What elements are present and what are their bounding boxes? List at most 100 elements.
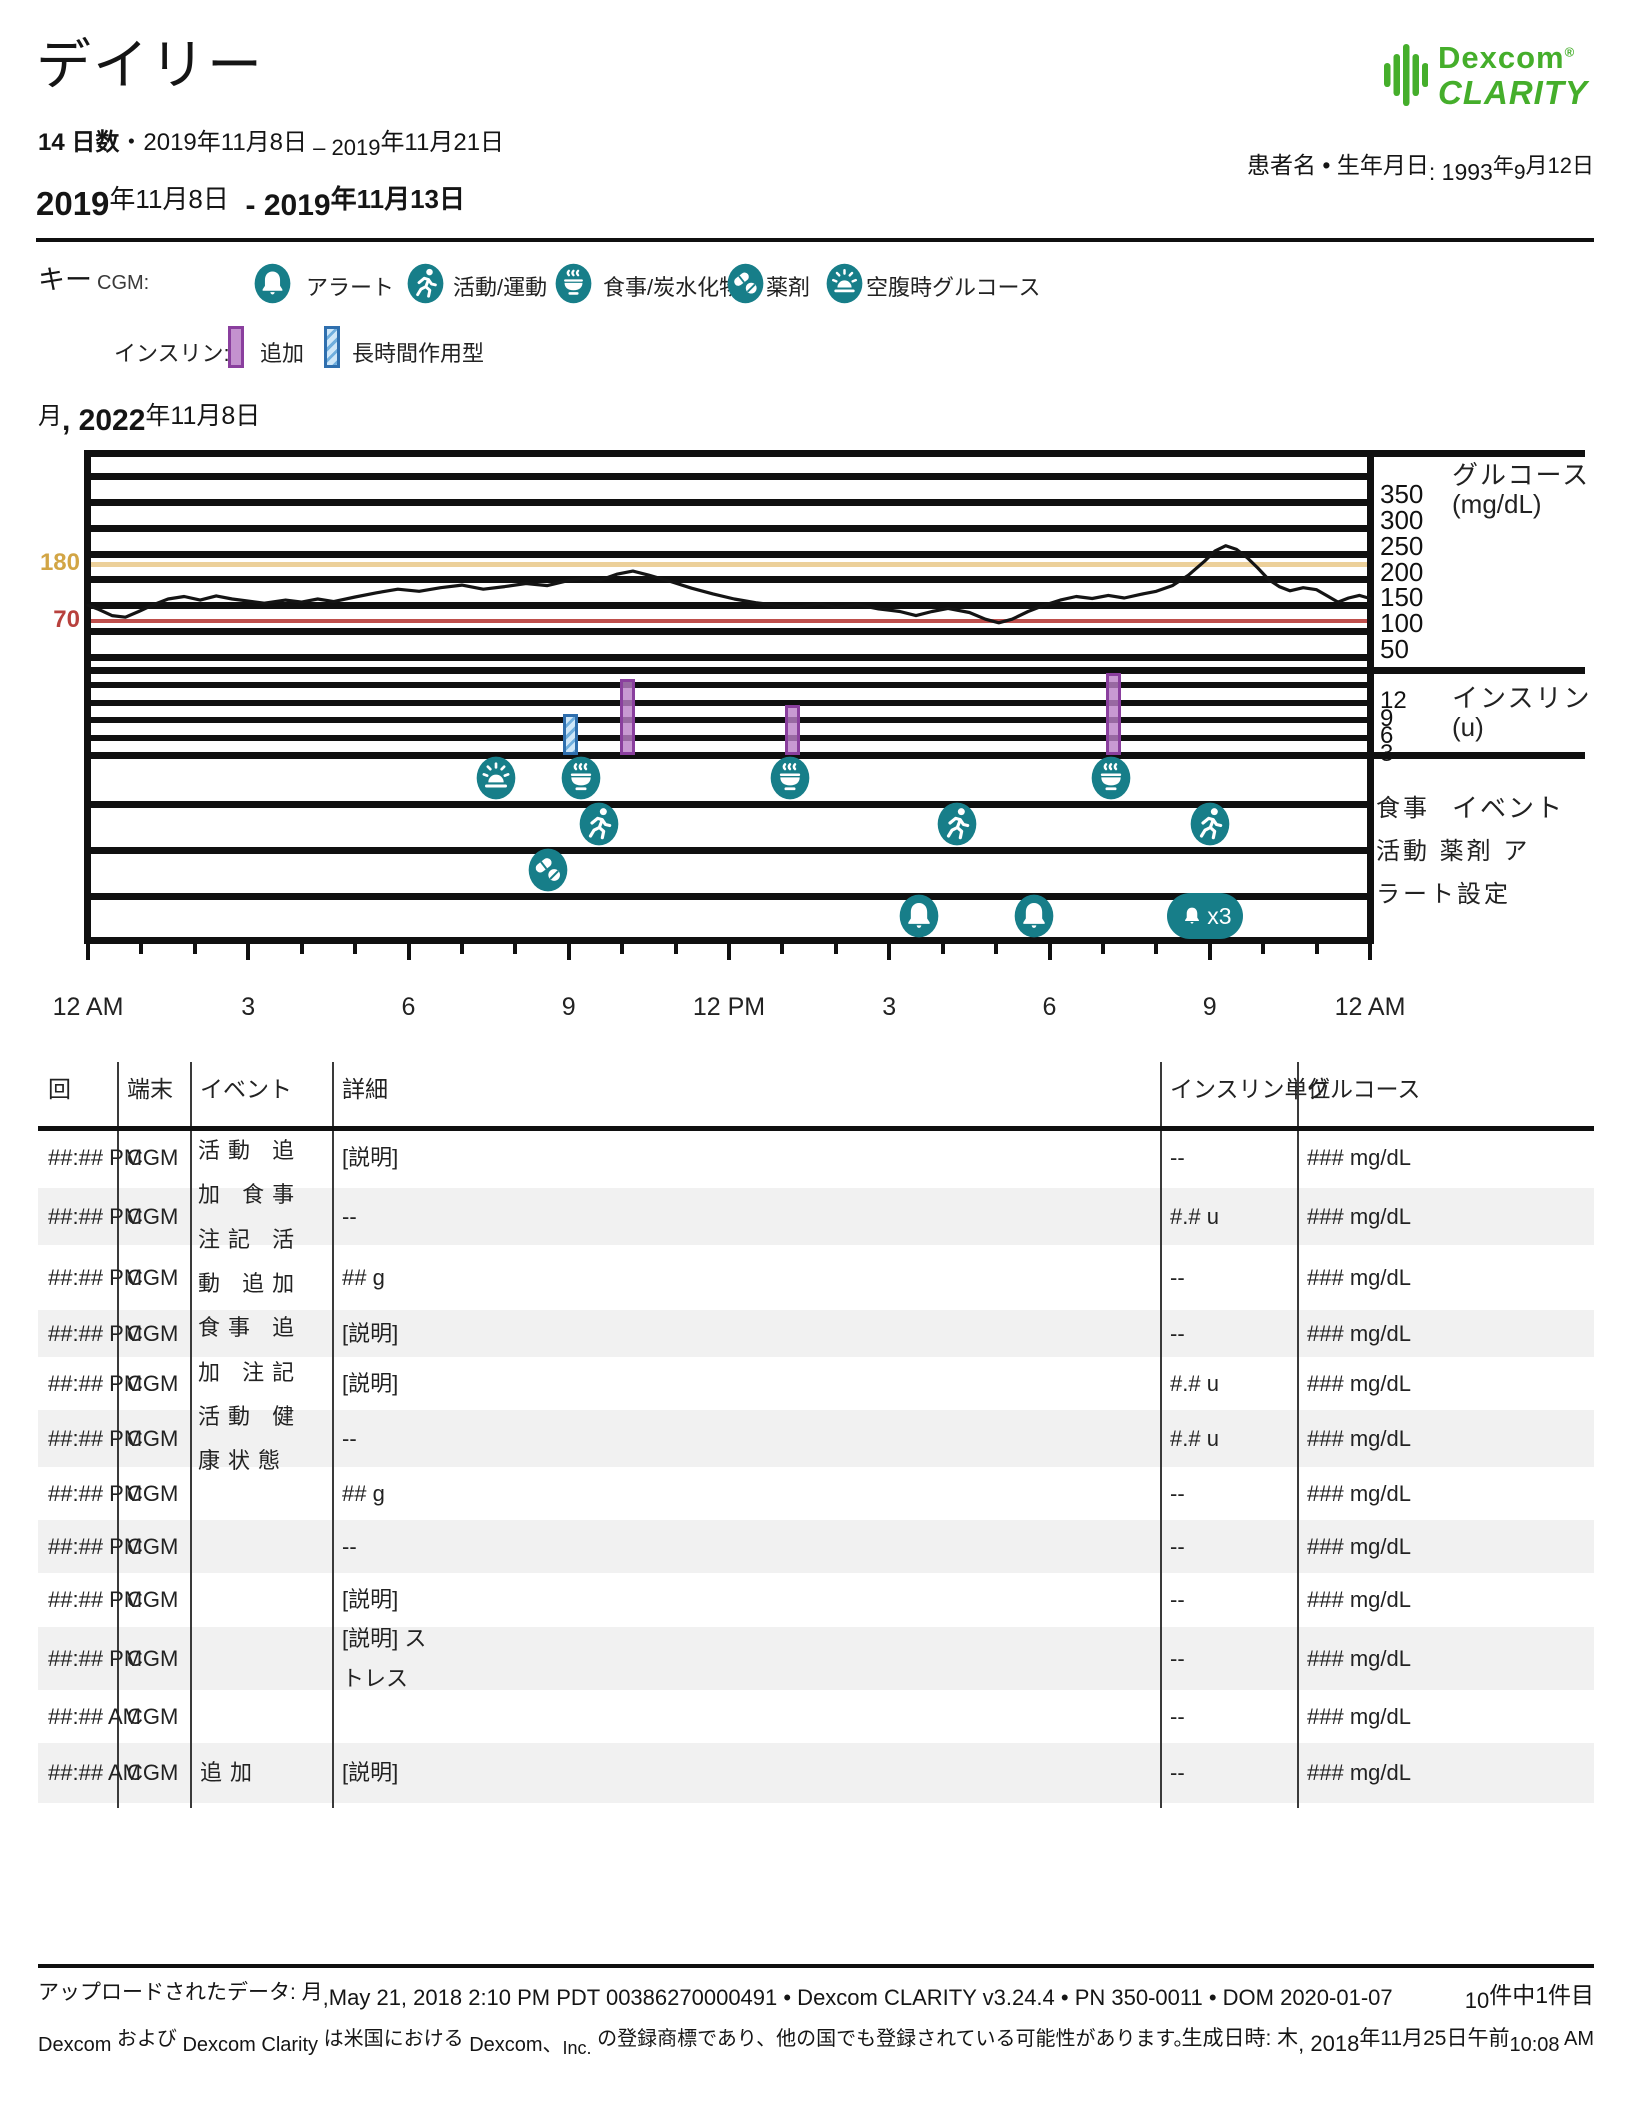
table-column-separator (117, 1062, 119, 1808)
sunrise-icon (476, 755, 516, 801)
table-cell-device: CGM (127, 1760, 179, 1785)
meal-icon (561, 755, 601, 801)
chart-right-border (1367, 450, 1374, 944)
x-axis-label: 12 AM (52, 993, 124, 1021)
table-cell-insulin: -- (1170, 1703, 1185, 1729)
table-cell-glucose: ### mg/dL (1307, 1760, 1411, 1785)
table-cell-device: CGM (127, 1203, 179, 1229)
tm-clarity: Dexcom Clarity (182, 2034, 319, 2056)
table-event-overflow-line: 食事 追 (198, 1315, 303, 1341)
glucose-axis-tick-label: 150 (1380, 582, 1424, 613)
table-header-cell: イベント (200, 1076, 292, 1102)
x-axis-label: 12 PM (692, 993, 766, 1021)
x-axis-label: 9 (1202, 993, 1217, 1021)
table-cell-time: ##:## PM (48, 1145, 143, 1170)
table-cell-detail: [説明] (342, 1760, 399, 1785)
report-meta-line: 14 日数・2019年11月8日 – 2019年11月21日 (38, 122, 504, 160)
table-cell-insulin: -- (1170, 1760, 1185, 1785)
table-cell-detail: -- (342, 1533, 357, 1559)
table-cell-insulin: #.# u (1170, 1425, 1219, 1451)
insulin-axis-title: インスリン (1452, 683, 1592, 713)
tm-inc: Inc. (562, 2038, 592, 2058)
x-axis-tick (994, 944, 999, 954)
event-row-label: 食事 (1376, 795, 1430, 822)
pills-icon (528, 847, 568, 893)
x-axis-tick (566, 944, 571, 960)
glucose-gridline (88, 472, 1374, 480)
page-title: デイリー (36, 34, 265, 96)
table-cell-time: ##:## PM (48, 1425, 143, 1451)
footer-divider (38, 1964, 1594, 1968)
table-cell-glucose: ### mg/dL (1307, 1533, 1411, 1559)
x-axis-tick (833, 944, 838, 954)
logo-product: CLARITY (1438, 74, 1588, 111)
table-cell-device: CGM (127, 1425, 179, 1451)
table-column-separator (1160, 1062, 1162, 1808)
meta-dash: – 2019 (307, 135, 381, 160)
x-axis-tick (780, 944, 785, 954)
range-year-1: 2019 (36, 185, 110, 222)
table-cell-device: CGM (127, 1703, 179, 1729)
meta-days: 14 日数 (38, 129, 120, 156)
table-cell-device: CGM (127, 1264, 179, 1290)
table-cell-detail: -- (342, 1425, 357, 1451)
day-year: , 2022 (62, 404, 146, 437)
footer-upload-line: アップロードされたデータ: 月,May 21, 2018 2:10 PM PDT… (38, 1976, 1393, 2010)
logo-brand: Dexcom® (1438, 40, 1576, 75)
key-item-alert-label: アラート (306, 275, 395, 300)
runner-icon (937, 801, 977, 847)
meal-icon (555, 262, 592, 305)
meta-start-date: ・2019年11月8日 (119, 129, 308, 156)
insulin-section-top-border (88, 667, 1585, 674)
page-count-total: 10 (1464, 1988, 1490, 2013)
table-event-overflow-line: 加 注記 (198, 1359, 303, 1385)
insulin-gridline (88, 682, 1374, 688)
range-date-1: 年11月8日 (109, 184, 229, 214)
table-cell-device: CGM (127, 1145, 179, 1170)
table-cell-insulin: #.# u (1170, 1203, 1219, 1229)
bell-icon (899, 893, 939, 939)
patient-dob-day: 月12日 (1525, 153, 1594, 178)
footer-upload-label: アップロードされたデータ: 月 (38, 1981, 323, 2004)
table-cell-glucose: ### mg/dL (1307, 1645, 1411, 1671)
event-row-separator (88, 801, 1374, 808)
glucose-bottom-border (88, 654, 1374, 661)
meal-icon (1091, 755, 1131, 801)
insulin-axis-tick-label: 9 (1380, 704, 1394, 732)
table-header-rule (38, 1126, 1594, 1131)
table-cell-time: ##:## PM (48, 1370, 143, 1396)
table-cell-glucose: ### mg/dL (1307, 1203, 1411, 1229)
table-cell-insulin: -- (1170, 1480, 1185, 1506)
table-cell-glucose: ### mg/dL (1307, 1703, 1411, 1729)
table-cell-glucose: ### mg/dL (1307, 1145, 1411, 1170)
chart-left-border (84, 450, 91, 944)
table-row-stripe (38, 1188, 1594, 1245)
logo-registered-mark: ® (1564, 44, 1576, 60)
table-cell-time: ##:## AM (48, 1760, 141, 1785)
x-axis-line (88, 937, 1374, 944)
glucose-axis-tick-label: 300 (1380, 504, 1424, 535)
insulin-gridline (88, 717, 1374, 723)
table-row-stripe (38, 1310, 1594, 1357)
x-axis-label: 3 (241, 993, 256, 1021)
glucose-gridline (88, 550, 1374, 558)
table-header-cell: インスリン単位 (1170, 1076, 1331, 1102)
x-axis-tick (86, 944, 90, 960)
x-axis-tick (940, 944, 945, 954)
bell-icon (254, 262, 291, 305)
table-event-overflow-line: 活動 健 (198, 1403, 303, 1429)
x-axis-tick (139, 944, 144, 954)
glucose-gridline (88, 524, 1374, 532)
glucose-axis-tick-label: 200 (1380, 556, 1424, 587)
table-cell-device: CGM (127, 1320, 179, 1346)
table-event-overflow-line: 康状態 (198, 1448, 289, 1474)
table-header-cell: グルコース (1307, 1076, 1421, 1102)
table-cell-device: CGM (127, 1587, 179, 1612)
x-axis-label: 6 (401, 993, 416, 1021)
long-acting-swatch (324, 326, 340, 368)
x-axis-tick (673, 944, 678, 954)
table-cell-detail: ## g (342, 1480, 385, 1506)
insulin-axis-unit: (u) (1452, 712, 1484, 742)
x-axis-tick (459, 944, 464, 954)
